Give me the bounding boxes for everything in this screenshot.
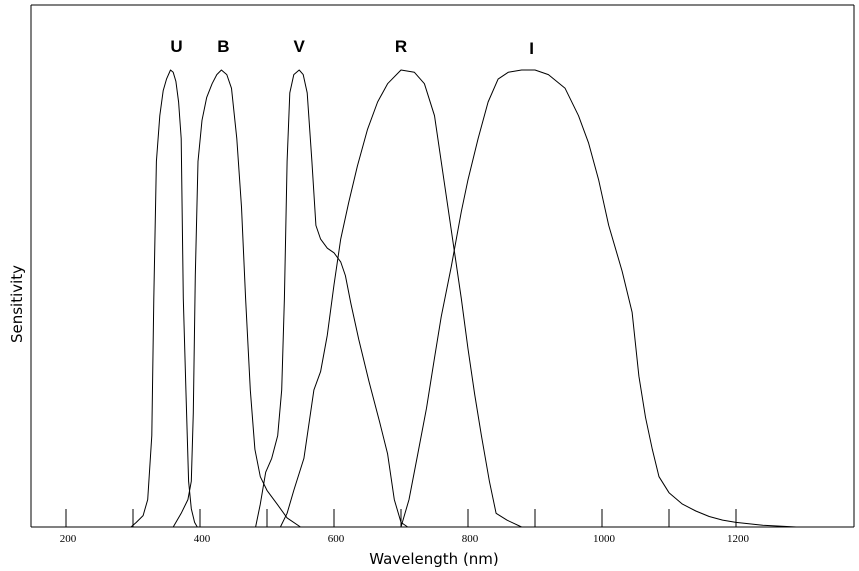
x-tick-label: 800 (462, 533, 479, 545)
y-axis-title: Sensitivity (8, 265, 26, 343)
x-axis-title: Wavelength (nm) (369, 550, 499, 568)
band-label-i: I (529, 39, 534, 58)
band-curves (130, 69, 797, 528)
curve-b (172, 69, 301, 528)
band-label-u: U (170, 37, 182, 56)
band-label-r: R (395, 37, 407, 56)
curve-u (130, 69, 198, 528)
x-tick-label: 200 (60, 533, 77, 545)
x-tick-label: 600 (328, 533, 345, 545)
band-label-b: B (217, 37, 229, 56)
plot-frame (30, 4, 855, 528)
x-tick-label: 400 (194, 533, 211, 545)
band-label-v: V (293, 37, 305, 56)
x-tick-label: 1000 (593, 533, 616, 545)
curve-i (400, 69, 797, 528)
curve-v (255, 69, 408, 528)
x-axis-ticks (65, 509, 737, 527)
x-axis-tick-labels: 200 400 600 800 1000 1200 (60, 533, 750, 545)
curve-r (279, 69, 562, 528)
x-tick-label: 1200 (727, 533, 750, 545)
